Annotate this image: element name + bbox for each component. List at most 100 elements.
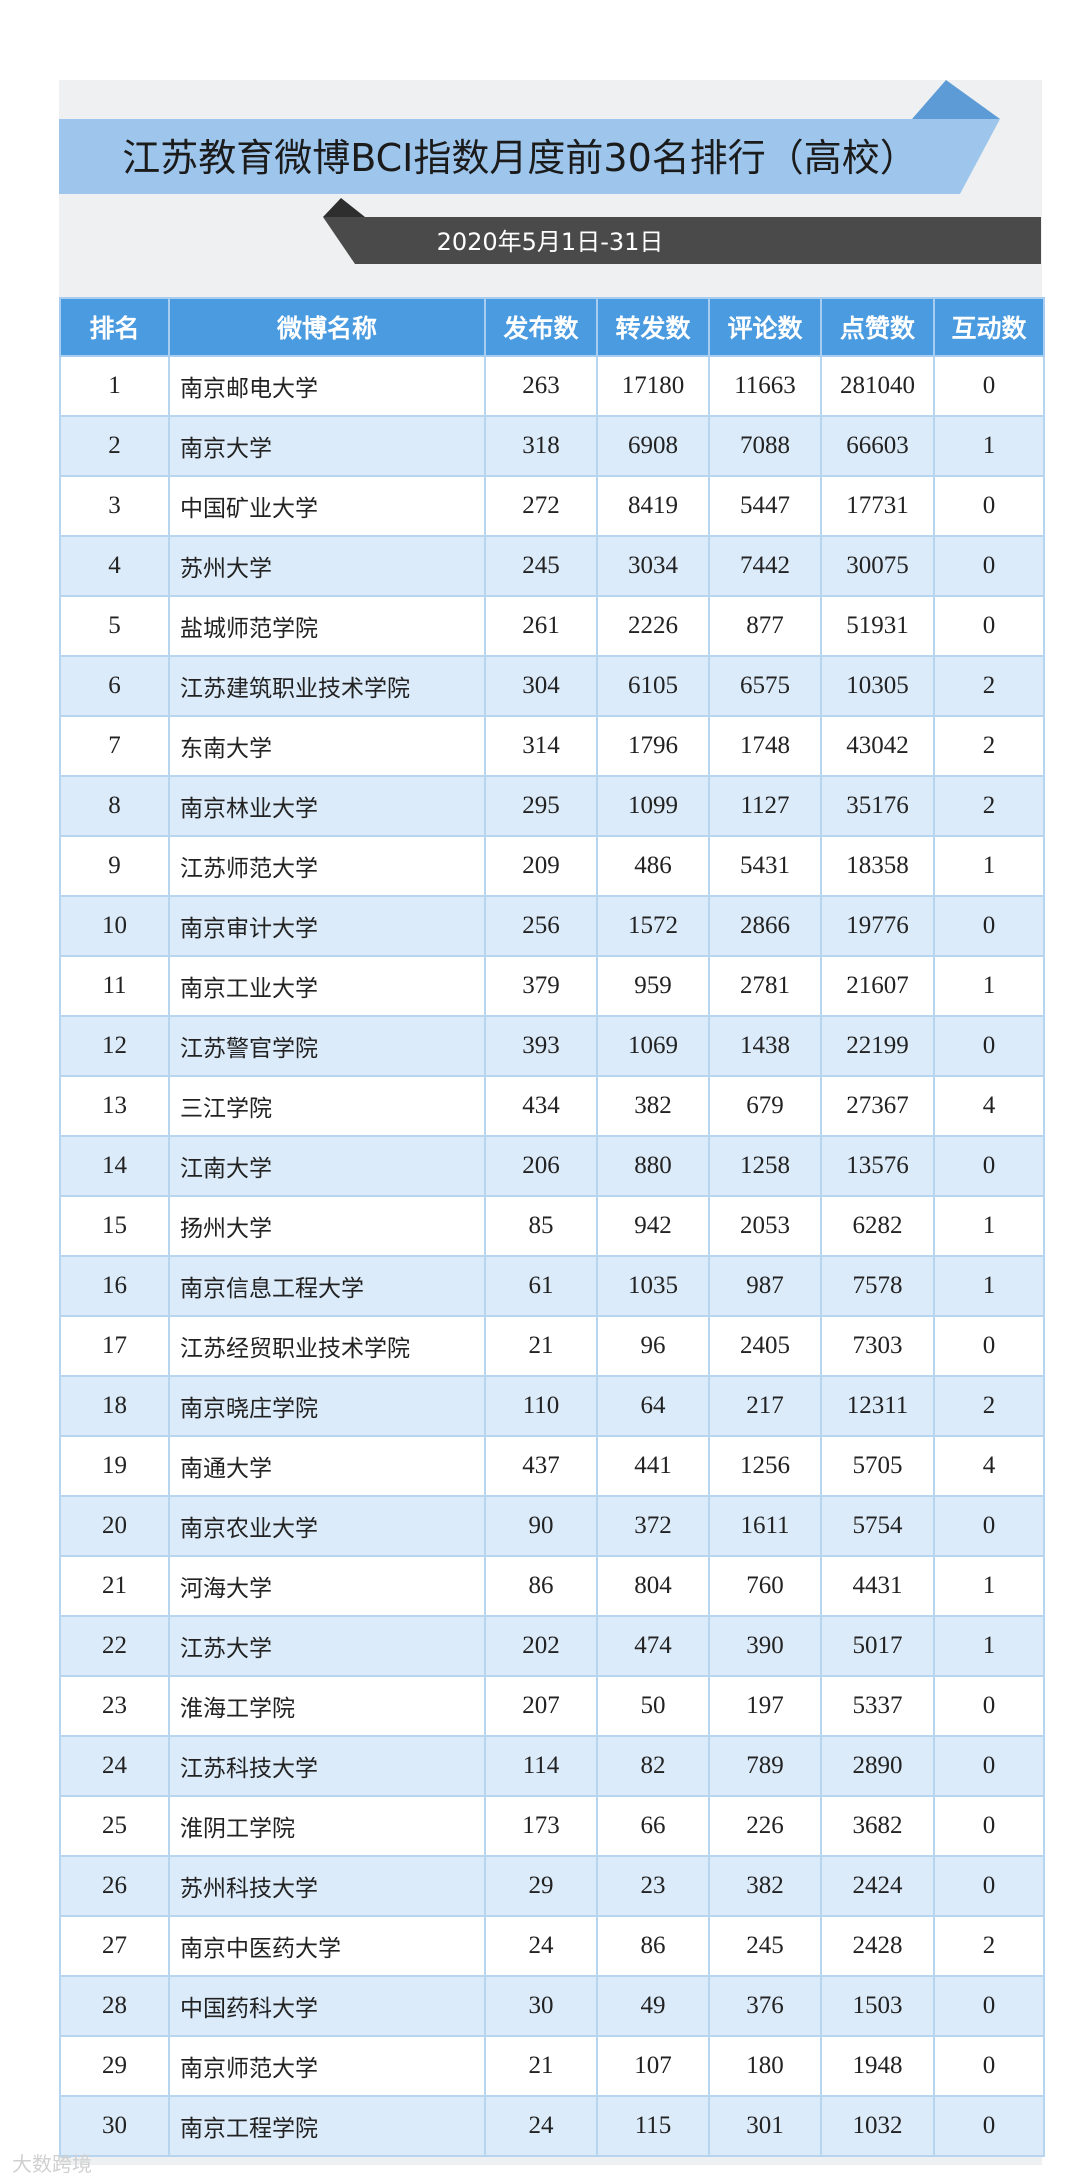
rank-cell: 8	[59, 775, 170, 837]
interactions-cell: 1	[933, 415, 1045, 477]
comments-cell: 1256	[708, 1435, 822, 1497]
interactions-cell: 4	[933, 1075, 1045, 1137]
reposts-cell: 49	[596, 1975, 710, 2037]
name-cell: 苏州科技大学	[168, 1855, 486, 1917]
comments-cell: 245	[708, 1915, 822, 1977]
comments-cell: 1748	[708, 715, 822, 777]
interactions-cell: 0	[933, 535, 1045, 597]
name-cell: 江苏师范大学	[168, 835, 486, 897]
table-row: 28 中国药科大学 30 49 376 1503 0	[59, 1975, 1045, 2037]
reposts-cell: 50	[596, 1675, 710, 1737]
rank-cell: 5	[59, 595, 170, 657]
comments-cell: 789	[708, 1735, 822, 1797]
comments-cell: 382	[708, 1855, 822, 1917]
reposts-cell: 82	[596, 1735, 710, 1797]
reposts-cell: 64	[596, 1375, 710, 1437]
comments-cell: 1127	[708, 775, 822, 837]
name-cell: 三江学院	[168, 1075, 486, 1137]
posts-cell: 272	[484, 475, 598, 537]
likes-cell: 10305	[820, 655, 935, 717]
column-header-likes: 点赞数	[820, 297, 935, 357]
name-cell: 南京信息工程大学	[168, 1255, 486, 1317]
posts-cell: 29	[484, 1855, 598, 1917]
posts-cell: 206	[484, 1135, 598, 1197]
rank-cell: 29	[59, 2035, 170, 2097]
table-row: 29 南京师范大学 21 107 180 1948 0	[59, 2035, 1045, 2097]
reposts-cell: 1796	[596, 715, 710, 777]
comments-cell: 6575	[708, 655, 822, 717]
posts-cell: 21	[484, 1315, 598, 1377]
comments-cell: 2053	[708, 1195, 822, 1257]
rank-cell: 9	[59, 835, 170, 897]
likes-cell: 17731	[820, 475, 935, 537]
interactions-cell: 2	[933, 715, 1045, 777]
interactions-cell: 0	[933, 1015, 1045, 1077]
table-row: 24 江苏科技大学 114 82 789 2890 0	[59, 1735, 1045, 1797]
name-cell: 南京农业大学	[168, 1495, 486, 1557]
interactions-cell: 0	[933, 1855, 1045, 1917]
table-row: 12 江苏警官学院 393 1069 1438 22199 0	[59, 1015, 1045, 1077]
posts-cell: 202	[484, 1615, 598, 1677]
table-row: 6 江苏建筑职业技术学院 304 6105 6575 10305 2	[59, 655, 1045, 717]
reposts-cell: 1069	[596, 1015, 710, 1077]
name-cell: 南通大学	[168, 1435, 486, 1497]
table-row: 4 苏州大学 245 3034 7442 30075 0	[59, 535, 1045, 597]
posts-cell: 263	[484, 355, 598, 417]
title-band	[59, 119, 1000, 194]
name-cell: 江苏大学	[168, 1615, 486, 1677]
name-cell: 东南大学	[168, 715, 486, 777]
name-cell: 南京师范大学	[168, 2035, 486, 2097]
posts-cell: 379	[484, 955, 598, 1017]
table-row: 9 江苏师范大学 209 486 5431 18358 1	[59, 835, 1045, 897]
posts-cell: 314	[484, 715, 598, 777]
likes-cell: 27367	[820, 1075, 935, 1137]
rank-cell: 17	[59, 1315, 170, 1377]
posts-cell: 318	[484, 415, 598, 477]
title-band-fold	[912, 80, 1000, 119]
interactions-cell: 0	[933, 475, 1045, 537]
table-body: 1 南京邮电大学 263 17180 11663 281040 0 2 南京大学 318 6908 7…	[59, 355, 1045, 2157]
rank-cell: 10	[59, 895, 170, 957]
name-cell: 河海大学	[168, 1555, 486, 1617]
interactions-cell: 0	[933, 355, 1045, 417]
reposts-cell: 1572	[596, 895, 710, 957]
interactions-cell: 4	[933, 1435, 1045, 1497]
comments-cell: 760	[708, 1555, 822, 1617]
rank-cell: 18	[59, 1375, 170, 1437]
rank-cell: 1	[59, 355, 170, 417]
name-cell: 南京邮电大学	[168, 355, 486, 417]
posts-cell: 61	[484, 1255, 598, 1317]
table-row: 21 河海大学 86 804 760 4431 1	[59, 1555, 1045, 1617]
comments-cell: 679	[708, 1075, 822, 1137]
column-header-posts: 发布数	[484, 297, 598, 357]
reposts-cell: 115	[596, 2095, 710, 2157]
name-cell: 南京中医药大学	[168, 1915, 486, 1977]
comments-cell: 217	[708, 1375, 822, 1437]
reposts-cell: 8419	[596, 475, 710, 537]
comments-cell: 2866	[708, 895, 822, 957]
watermark: 大数跨境	[12, 2152, 92, 2176]
interactions-cell: 0	[933, 1975, 1045, 2037]
column-header-rank: 排名	[59, 297, 170, 357]
table-row: 7 东南大学 314 1796 1748 43042 2	[59, 715, 1045, 777]
reposts-cell: 942	[596, 1195, 710, 1257]
rank-cell: 21	[59, 1555, 170, 1617]
name-cell: 江苏经贸职业技术学院	[168, 1315, 486, 1377]
reposts-cell: 372	[596, 1495, 710, 1557]
rank-cell: 23	[59, 1675, 170, 1737]
table-row: 8 南京林业大学 295 1099 1127 35176 2	[59, 775, 1045, 837]
posts-cell: 304	[484, 655, 598, 717]
comments-cell: 226	[708, 1795, 822, 1857]
likes-cell: 2424	[820, 1855, 935, 1917]
comments-cell: 390	[708, 1615, 822, 1677]
column-header-reposts: 转发数	[596, 297, 710, 357]
likes-cell: 35176	[820, 775, 935, 837]
posts-cell: 24	[484, 2095, 598, 2157]
likes-cell: 5754	[820, 1495, 935, 1557]
posts-cell: 209	[484, 835, 598, 897]
interactions-cell: 1	[933, 955, 1045, 1017]
comments-cell: 1258	[708, 1135, 822, 1197]
rank-cell: 24	[59, 1735, 170, 1797]
posts-cell: 261	[484, 595, 598, 657]
likes-cell: 2890	[820, 1735, 935, 1797]
